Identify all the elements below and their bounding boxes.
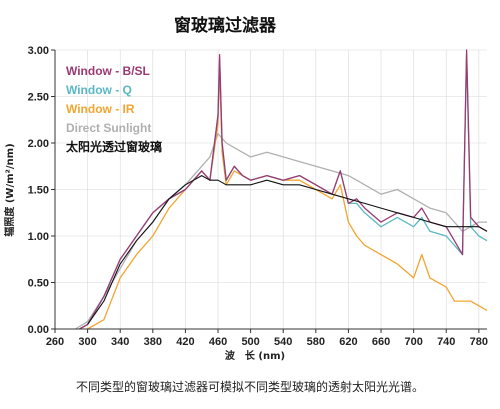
y-tick-label: 2.00 <box>28 138 49 150</box>
x-tick-label: 340 <box>111 336 129 348</box>
y-tick-label: 0.50 <box>28 278 49 290</box>
y-tick-label: 2.50 <box>28 92 49 104</box>
legend-entry: Window - Q <box>66 83 132 97</box>
x-tick-label: 780 <box>470 336 488 348</box>
series-lines <box>75 49 488 330</box>
y-axis-label: 辐照度 (W/m²/nm) <box>3 143 16 236</box>
x-tick-label: 540 <box>274 336 292 348</box>
y-tick-label: 3.00 <box>28 45 49 57</box>
axes: 260 300 340 380 420 460 500 540 580 620 660 700 740 7… <box>28 45 488 348</box>
x-tick-label: 620 <box>339 336 357 348</box>
x-tick-label: 420 <box>176 336 194 348</box>
y-tick-label: 1.00 <box>28 231 49 243</box>
x-tick-label: 700 <box>404 336 422 348</box>
legend-entry: Direct Sunlight <box>66 121 151 135</box>
legend: Window - B/SL Window - Q Window - IR Direct… <box>66 64 162 154</box>
x-axis-label: 波 长 (nm) <box>225 349 285 362</box>
chart-title: 窗玻璃过滤器 <box>174 15 277 36</box>
x-tick-label: 500 <box>241 336 259 348</box>
legend-entry: Window - IR <box>66 102 135 116</box>
caption: 不同类型的窗玻璃过滤器可模拟不同类型玻璃的透射太阳光光谱。 <box>76 379 424 394</box>
series-line <box>87 175 488 325</box>
x-tick-label: 380 <box>144 336 162 348</box>
x-tick-label: 460 <box>209 336 227 348</box>
x-tick-label: 740 <box>437 336 455 348</box>
x-tick-label: 660 <box>372 336 390 348</box>
y-tick-label: 0.00 <box>28 324 49 336</box>
series-line <box>87 67 488 330</box>
x-tick-label: 260 <box>46 336 64 348</box>
series-line <box>75 133 487 330</box>
x-tick-label: 300 <box>78 336 96 348</box>
legend-entry: Window - B/SL <box>66 64 150 78</box>
y-tick-label: 1.50 <box>28 185 49 197</box>
legend-entry: 太阳光透过窗玻璃 <box>66 139 162 154</box>
x-tick-label: 580 <box>307 336 325 348</box>
